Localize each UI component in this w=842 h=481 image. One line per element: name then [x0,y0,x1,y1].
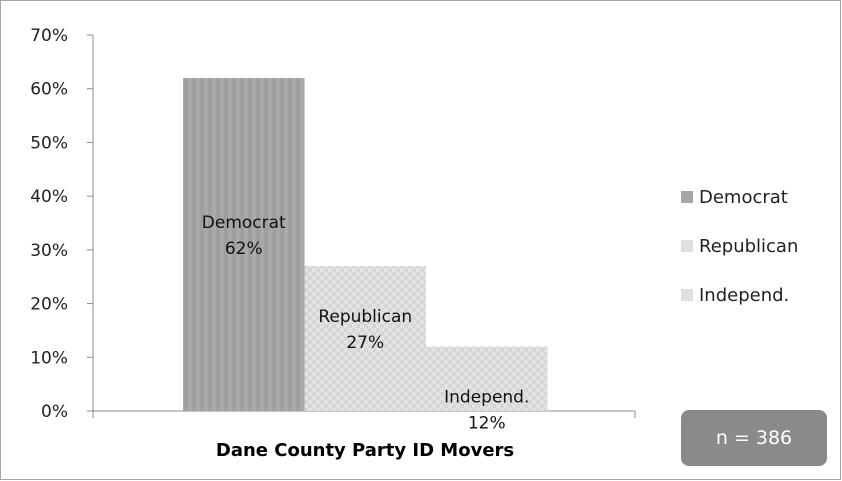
bar-category-label: Independ. [444,388,529,408]
bar-category-label: Democrat [202,213,286,233]
legend-swatch [681,289,693,301]
bar-category-label: Republican [318,307,412,327]
y-tick-label: 0% [41,402,68,422]
legend-label: Democrat [699,187,788,208]
x-axis-label: Dane County Party ID Movers [216,440,514,461]
bar-value-label: 62% [225,239,263,259]
bar-value-label: 27% [346,333,384,353]
legend-label: Independ. [699,285,789,306]
y-tick-label: 30% [30,241,68,261]
y-tick-label: 10% [30,348,68,368]
bar-democrat [183,77,305,411]
bars [183,77,548,411]
y-tick-label: 40% [30,187,68,207]
y-tick-label: 20% [30,295,68,315]
y-tick-label: 70% [30,26,68,46]
bar-independ [426,346,548,411]
legend-label: Republican [699,236,798,257]
legend: Democrat Republican Independ. [681,187,798,306]
bar-value-label: 12% [468,414,506,434]
bar-labels: Democrat 62% Republican 27% Independ. 12% [202,213,530,434]
y-tick-label: 60% [30,80,68,100]
legend-swatch [681,191,693,203]
y-axis: 0% 10% 20% 30% 40% 50% 60% 70% [30,26,636,422]
bar-republican [304,265,426,411]
sample-size-badge: n = 386 [681,410,827,466]
y-tick-label: 50% [30,133,68,153]
legend-swatch [681,240,693,252]
